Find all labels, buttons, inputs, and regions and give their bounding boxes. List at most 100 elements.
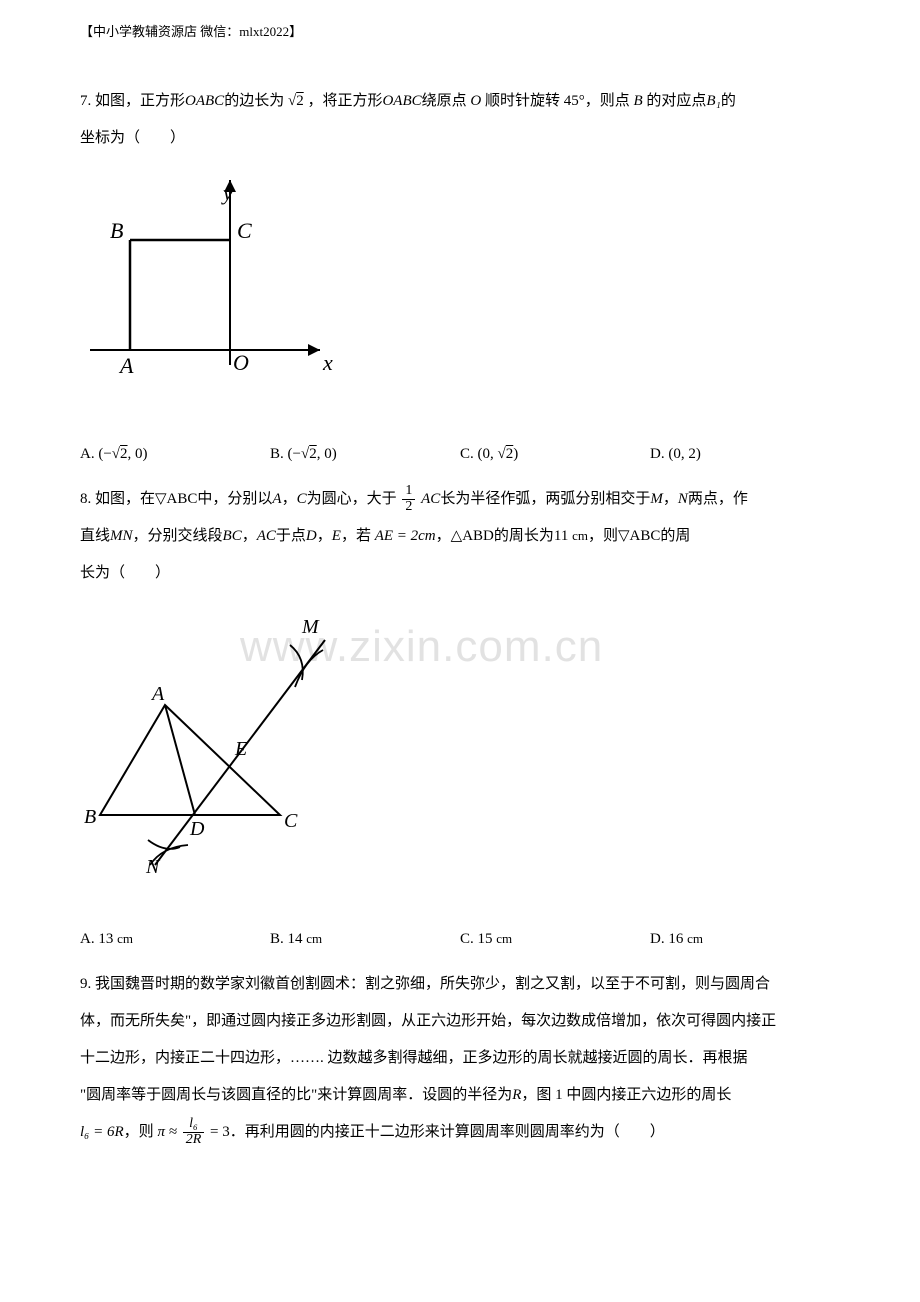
q8-triABD: △ABD [451, 528, 494, 544]
q7-option-a: A. (−√2, 0) [80, 440, 270, 469]
q7-O: O [470, 93, 481, 109]
q7-option-b: B. (−√2, 0) [270, 440, 460, 469]
q7-option-c: C. (0, √2) [460, 440, 650, 469]
q8-l2-f: ，若 [341, 528, 375, 544]
q8-t-a: 如图，在 [91, 491, 155, 507]
q8-options: A. 13 cm B. 14 cm C. 15 cm D. 16 cm [80, 925, 840, 954]
question-7: 7. 如图，正方形OABC的边长为 √2 ，将正方形OABC绕原点 O 顺时针旋… [80, 85, 840, 469]
q9-line5: l₆ = 6R，则 π ≈ l₆2R = 3．再利用圆的内接正十二边形来计算圆周… [80, 1116, 840, 1149]
q9-l5b: ．再利用圆的内接正十二边形来计算圆周率则圆周率约为（ ） [230, 1124, 665, 1140]
q8-option-d: D. 16 cm [650, 925, 840, 954]
q7-oabc-2: OABC [382, 93, 421, 109]
q8-option-c: C. 15 cm [460, 925, 650, 954]
q9-line1: 9. 我国魏晋时期的数学家刘徽首创割圆术：割之弥细，所失弥少，割之又割，以至于不… [80, 968, 840, 1001]
q8-l2-j: 的周 [660, 528, 690, 544]
q8-AC: AC [421, 491, 440, 507]
q8-A: A [272, 491, 281, 507]
q7-options: A. (−√2, 0) B. (−√2, 0) C. (0, √2) D. (0… [80, 440, 840, 469]
q8-N: N [678, 491, 688, 507]
q8-frac-half: 12 [402, 484, 415, 514]
q7-t-a: 如图，正方形 [91, 93, 185, 109]
q7-t-b: 的边长为 [224, 93, 284, 109]
svg-text:A: A [150, 683, 165, 705]
svg-text:A: A [118, 353, 134, 378]
q7-t-c: ，将正方形 [307, 93, 382, 109]
q9-frac: l₆2R [183, 1117, 205, 1147]
q9-line2: 体，而无所失矣"，即通过圆内接正多边形割圆，从正六边形开始，每次边数成倍增加，依… [80, 1005, 840, 1038]
question-8: 8. 如图，在▽ABC中，分别以A，C为圆心，大于 12 AC长为半径作弧，两弧… [80, 483, 840, 954]
q9-line4: "圆周率等于圆周长与该圆直径的比"来计算圆周率．设圆的半径为R，图 1 中圆内接… [80, 1079, 840, 1112]
q8-t-b: 中，分别以 [197, 491, 272, 507]
q7-t-f: 的对应点 [643, 93, 707, 109]
q8-l2-g: ， [436, 528, 451, 544]
q7-B1: B₁ [706, 93, 720, 109]
q9-l1: 我国魏晋时期的数学家刘徽首创割圆术：割之弥细，所失弥少，割之又割，以至于不可割，… [91, 976, 770, 992]
q8-svg: A B C D E M N [80, 615, 360, 875]
q9-line3: 十二边形，内接正二十四边形，……. 边数越多割得越细，正多边形的周长就越接近圆的… [80, 1042, 840, 1075]
q8-t-d: 为圆心，大于 [307, 491, 397, 507]
q8-M: M [650, 491, 663, 507]
q8-option-b: B. 14 cm [270, 925, 460, 954]
q8-MN: MN [110, 528, 133, 544]
svg-text:B: B [110, 218, 123, 243]
q8-AEeq: AE = 2cm [375, 528, 436, 544]
q8-E: E [332, 528, 341, 544]
q7-t-e: 顺时针旋转 45°，则点 [481, 93, 633, 109]
q7-sqrt2: √2 [288, 93, 304, 109]
svg-text:C: C [284, 810, 298, 832]
q7-t-g: 的 [721, 93, 736, 109]
q8-11: 11 [554, 528, 568, 544]
q7-option-d: D. (0, 2) [650, 440, 840, 469]
q9-l5a: ，则 [124, 1124, 154, 1140]
q8-AC2: AC [257, 528, 276, 544]
q7-line1: 7. 如图，正方形OABC的边长为 √2 ，将正方形OABC绕原点 O 顺时针旋… [80, 85, 840, 118]
q8-tri2: ▽ABC [618, 528, 660, 544]
q8-figure: www.zixin.com.cn A B C D E M N [80, 615, 840, 886]
q8-D: D [306, 528, 317, 544]
svg-text:O: O [233, 350, 249, 375]
q8-l2-e: ， [317, 528, 332, 544]
q8-tri1: ▽ABC [155, 491, 197, 507]
q8-line3: 长为（ ） [80, 557, 840, 590]
svg-text:C: C [237, 218, 252, 243]
q8-option-a: A. 13 cm [80, 925, 270, 954]
question-9: 9. 我国魏晋时期的数学家刘徽首创割圆术：割之弥细，所失弥少，割之又割，以至于不… [80, 968, 840, 1149]
svg-text:N: N [145, 856, 161, 875]
q7-number: 7. [80, 93, 91, 109]
q8-l2-h: 的周长为 [494, 528, 554, 544]
svg-text:B: B [84, 806, 96, 828]
q7-t-d: 绕原点 [422, 93, 471, 109]
q8-number: 8. [80, 491, 91, 507]
q7-svg: y x O A B C [80, 170, 340, 400]
svg-text:M: M [301, 616, 320, 638]
q8-line2: 直线MN，分别交线段BC，AC于点D，E，若 AE = 2cm，△ABD的周长为… [80, 520, 840, 553]
q8-t-c: ， [282, 491, 297, 507]
q8-t-f: ， [663, 491, 678, 507]
q9-number: 9. [80, 976, 91, 992]
q7-figure: y x O A B C [80, 170, 840, 411]
svg-text:E: E [234, 738, 247, 760]
q8-C: C [297, 491, 307, 507]
q8-cm: cm [572, 528, 588, 543]
q8-l2-i: ，则 [588, 528, 618, 544]
q9-l6: l₆ = 6R [80, 1124, 124, 1140]
q8-l2-d: 于点 [276, 528, 306, 544]
q8-line1: 8. 如图，在▽ABC中，分别以A，C为圆心，大于 12 AC长为半径作弧，两弧… [80, 483, 840, 516]
q8-l2-b: ，分别交线段 [133, 528, 223, 544]
q8-t-g: 两点，作 [688, 491, 748, 507]
q8-BC: BC [223, 528, 242, 544]
q9-eq3: = 3 [210, 1124, 230, 1140]
q9-l4b: ，图 1 中圆内接正六边形的周长 [521, 1087, 731, 1103]
q7-B: B [633, 93, 642, 109]
svg-text:D: D [189, 818, 205, 840]
q7-oabc-1: OABC [185, 93, 224, 109]
q7-line2: 坐标为（ ） [80, 122, 840, 155]
q9-l4a: "圆周率等于圆周长与该圆直径的比"来计算圆周率．设圆的半径为 [80, 1087, 512, 1103]
q9-pi: π ≈ [157, 1124, 177, 1140]
content-area: 7. 如图，正方形OABC的边长为 √2 ，将正方形OABC绕原点 O 顺时针旋… [80, 85, 840, 1149]
q8-t-e: 长为半径作弧，两弧分别相交于 [440, 491, 650, 507]
header-note: 【中小学教辅资源店 微信：mlxt2022】 [80, 20, 840, 45]
svg-text:y: y [221, 180, 233, 205]
q8-l2-a: 直线 [80, 528, 110, 544]
q8-l2-c: ， [242, 528, 257, 544]
